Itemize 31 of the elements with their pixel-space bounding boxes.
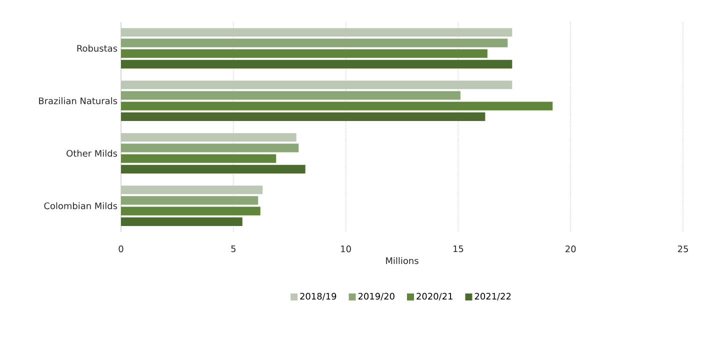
y-tick-label: Robustas — [77, 44, 118, 52]
bar — [121, 80, 512, 90]
x-tick-label: 25 — [678, 246, 688, 252]
bar — [121, 206, 260, 216]
legend-label: 2020/21 — [416, 292, 452, 300]
x-tick-label: 10 — [341, 246, 351, 252]
bar — [121, 60, 512, 68]
bar — [121, 217, 242, 226]
legend-label: 2018/19 — [300, 292, 336, 300]
x-tick-label: 20 — [566, 246, 576, 252]
bar — [121, 38, 508, 48]
bar — [121, 49, 488, 58]
bar — [121, 28, 512, 37]
x-axis-title: Millions — [386, 257, 418, 264]
bar — [121, 102, 553, 110]
x-tick-label: 5 — [231, 246, 236, 252]
bar — [121, 186, 263, 194]
x-tick-label: 0 — [118, 246, 124, 252]
legend-label: 2021/22 — [474, 292, 511, 300]
bar — [121, 154, 276, 163]
bar — [121, 144, 299, 152]
y-tick-label: Other Milds — [66, 150, 118, 157]
bar — [121, 196, 258, 205]
y-tick-label: Colombian Milds — [44, 202, 118, 210]
bar — [121, 112, 486, 121]
y-tick-label: Brazilian Naturals — [39, 97, 118, 104]
bar — [121, 164, 306, 174]
bar — [121, 91, 460, 100]
bar — [121, 133, 296, 142]
x-tick-label: 15 — [453, 246, 464, 252]
legend-label: 2019/20 — [358, 292, 394, 300]
